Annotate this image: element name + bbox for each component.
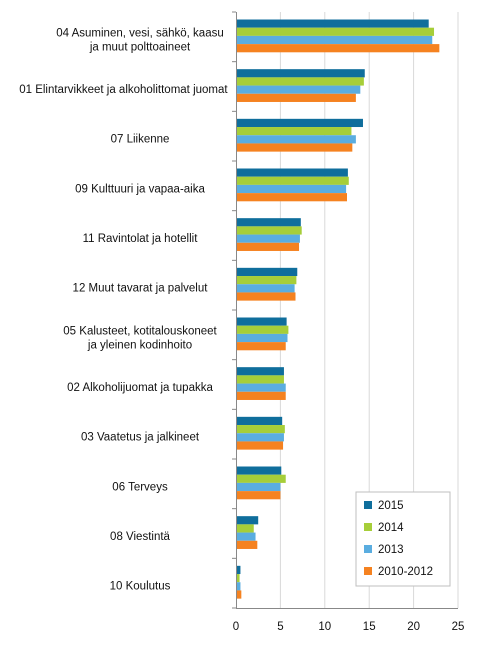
x-tick-label-0: 0: [233, 621, 239, 633]
category-label-3: 09 Kulttuuri ja vapaa-aika: [75, 183, 205, 195]
category-label-7: 02 Alkoholijuomat ja tupakka: [67, 382, 213, 394]
bar-2010-2012-4: [236, 242, 300, 251]
x-tick-label-15: 15: [363, 621, 376, 633]
category-label-6: 05 Kalusteet, kotitalouskoneet ja yleinen…: [63, 325, 217, 351]
category-labels: 04 Asuminen, vesi, sähkö, kaasu ja muut p…: [19, 27, 228, 592]
bar-2010-2012-11: [236, 590, 242, 599]
category-label-10: 08 Viestintä: [110, 531, 170, 543]
legend-swatch-2013: [364, 545, 372, 553]
bar-2015-10: [236, 516, 259, 525]
bar-2013-5: [236, 284, 295, 293]
category-label-2: 07 Liikenne: [111, 134, 170, 146]
bar-2013-11: [236, 582, 241, 591]
category-label-5: 12 Muut tavarat ja palvelut: [73, 283, 209, 295]
x-tick-label-5: 5: [277, 621, 283, 633]
bar-2014-1: [236, 77, 364, 86]
category-label-4: 11 Ravintolat ja hotellit: [83, 233, 199, 245]
bar-2014-2: [236, 127, 352, 136]
bar-2015-1: [236, 69, 365, 78]
legend-swatch-2014: [364, 523, 372, 531]
legend-label-2010-2012: 2010-2012: [378, 566, 433, 578]
category-label-0: 04 Asuminen, vesi, sähkö, kaasu ja muut p…: [56, 27, 224, 53]
bar-2015-9: [236, 466, 282, 475]
bar-2010-2012-5: [236, 292, 296, 301]
bar-2010-2012-7: [236, 391, 286, 400]
bar-2014-7: [236, 375, 284, 384]
bar-2013-7: [236, 383, 286, 392]
category-label-8: 03 Vaatetus ja jalkineet: [81, 432, 200, 444]
bar-2010-2012-2: [236, 143, 353, 152]
bar-2014-3: [236, 176, 349, 185]
legend-swatch-2010-2012: [364, 567, 372, 575]
bar-2013-6: [236, 333, 288, 343]
bar-2014-11: [236, 574, 240, 583]
bar-2015-4: [236, 218, 301, 227]
bar-2013-1: [236, 85, 361, 94]
bar-2010-2012-8: [236, 441, 284, 450]
x-tick-labels: 0 5 10 15 20 25: [233, 621, 465, 633]
bar-2013-10: [236, 532, 256, 541]
bar-2014-6: [236, 325, 289, 334]
bar-2015-5: [236, 267, 298, 277]
bar-2015-3: [236, 168, 348, 177]
bar-2015-2: [236, 118, 363, 128]
bar-2010-2012-9: [236, 491, 281, 500]
bar-2013-4: [236, 234, 300, 243]
bar-2010-2012-6: [236, 342, 286, 351]
bar-2010-2012-10: [236, 540, 258, 549]
x-tick-label-10: 10: [318, 621, 331, 633]
bar-2010-2012-1: [236, 93, 356, 102]
bar-2013-2: [236, 135, 356, 144]
legend-swatch-2015: [364, 501, 372, 509]
x-tick-label-20: 20: [407, 621, 420, 633]
bar-2013-3: [236, 184, 347, 194]
bar-2014-5: [236, 276, 297, 285]
category-label-9: 06 Terveys: [112, 481, 168, 493]
bar-2014-0: [236, 27, 435, 36]
legend-label-2015: 2015: [378, 500, 404, 512]
axes: [232, 11, 458, 609]
legend: 2015 2014 2013 2010-2012: [355, 491, 451, 587]
category-label-11: 10 Koulutus: [110, 581, 171, 593]
bar-2015-8: [236, 416, 283, 426]
legend-label-2013: 2013: [378, 544, 404, 556]
bar-2015-6: [236, 317, 287, 326]
bar-2013-0: [236, 35, 433, 45]
x-tick-label-25: 25: [452, 621, 465, 633]
bars: [236, 19, 440, 599]
bar-2013-8: [236, 433, 284, 442]
bar-2014-8: [236, 425, 285, 434]
bar-2010-2012-3: [236, 193, 347, 202]
bar-2014-10: [236, 524, 254, 533]
bar-2013-9: [236, 482, 281, 492]
bar-2015-11: [236, 565, 241, 575]
category-label-1: 01 Elintarvikkeet ja alkoholittomat juom…: [19, 84, 228, 96]
bar-2015-0: [236, 19, 429, 28]
bar-2010-2012-0: [236, 44, 440, 53]
bar-2015-7: [236, 367, 284, 376]
bar-2014-4: [236, 226, 302, 235]
bar-2014-9: [236, 474, 286, 483]
legend-label-2014: 2014: [378, 522, 404, 534]
